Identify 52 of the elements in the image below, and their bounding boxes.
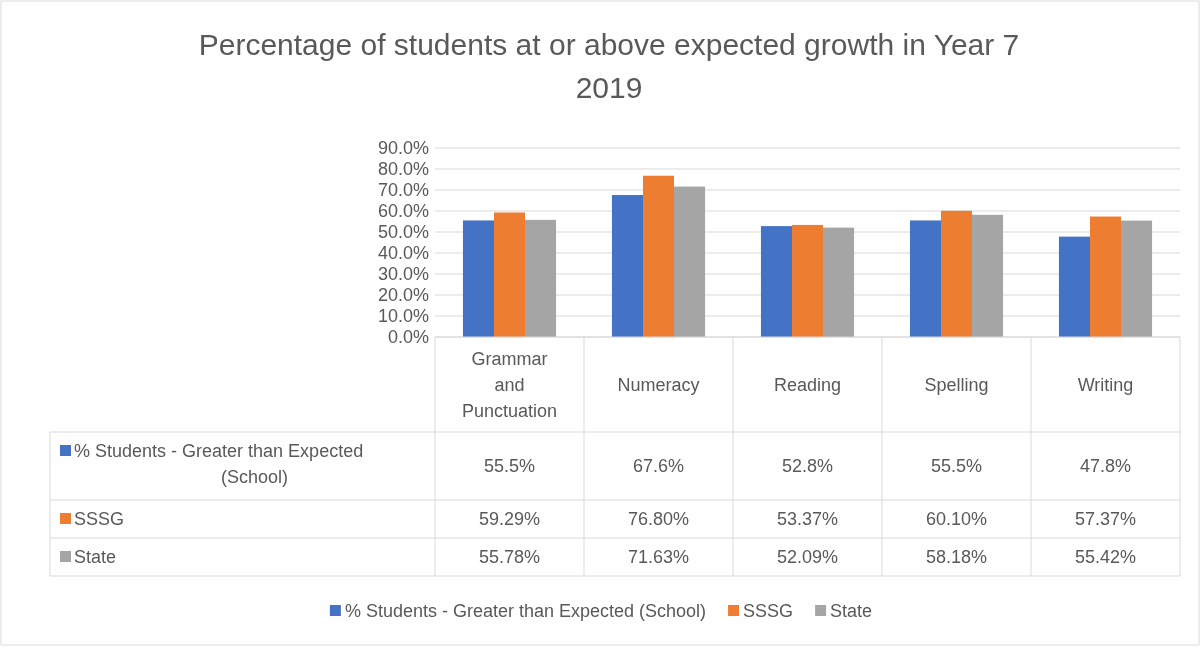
data-label: 76.80%: [627, 509, 690, 530]
bar: [1058, 236, 1090, 337]
y-tick-label: 70.0%: [377, 180, 429, 201]
x-tick-label: Writing: [1077, 374, 1134, 395]
bar: [760, 226, 792, 337]
y-tick-label: 60.0%: [377, 201, 429, 222]
legend-label: State: [830, 601, 873, 622]
bar: [462, 220, 494, 337]
data-label: 59.29%: [478, 509, 541, 530]
data-label: 55.78%: [478, 547, 541, 568]
x-tick-label: Grammar and Punctuation: [461, 348, 558, 421]
data-label: 55.5%: [930, 456, 983, 477]
bar: [909, 220, 941, 337]
data-label: 58.18%: [925, 547, 988, 568]
data-label: 55.5%: [483, 456, 536, 477]
y-tick-label: 50.0%: [377, 222, 429, 243]
x-tick-label: Reading: [773, 374, 842, 395]
bar: [940, 210, 973, 337]
data-label: 57.37%: [1074, 509, 1137, 530]
chart-title: Percentage of students at or above expected growth in Year 7 2019: [198, 28, 1020, 104]
bar: [642, 175, 675, 337]
bar: [674, 186, 706, 337]
data-label: 52.8%: [781, 456, 834, 477]
text: SSSG: [74, 509, 125, 530]
x-tick-label: Spelling: [924, 374, 989, 395]
data-label: 60.10%: [925, 509, 988, 530]
bar: [493, 212, 526, 337]
data-label: 55.42%: [1074, 547, 1137, 568]
y-tick-label: 80.0%: [377, 159, 429, 180]
y-tick-label: 10.0%: [377, 306, 429, 327]
data-label: 67.6%: [632, 456, 685, 477]
bar: [972, 214, 1004, 337]
bar: [525, 219, 557, 337]
legend-label: % Students - Greater than Expected (School): [74, 441, 364, 488]
bar: [611, 195, 643, 337]
y-tick-label: 30.0%: [377, 264, 429, 285]
data-label: 47.8%: [1079, 456, 1132, 477]
y-tick-label: 20.0%: [377, 285, 429, 306]
legend-label: SSSG: [743, 601, 794, 622]
x-tick-label: Numeracy: [617, 374, 700, 395]
text: State: [74, 547, 117, 568]
data-label: 71.63%: [627, 547, 690, 568]
bar: [1089, 216, 1122, 337]
y-tick-label: 90.0%: [377, 138, 429, 159]
y-tick-label: 0.0%: [387, 327, 429, 348]
data-label: 52.09%: [776, 547, 839, 568]
text: % Students - Greater than Expected (School): [344, 601, 707, 622]
data-label: 53.37%: [776, 509, 839, 530]
bar: [1121, 220, 1153, 337]
bar: [823, 227, 855, 337]
bar: [791, 224, 824, 337]
y-tick-label: 40.0%: [377, 243, 429, 264]
